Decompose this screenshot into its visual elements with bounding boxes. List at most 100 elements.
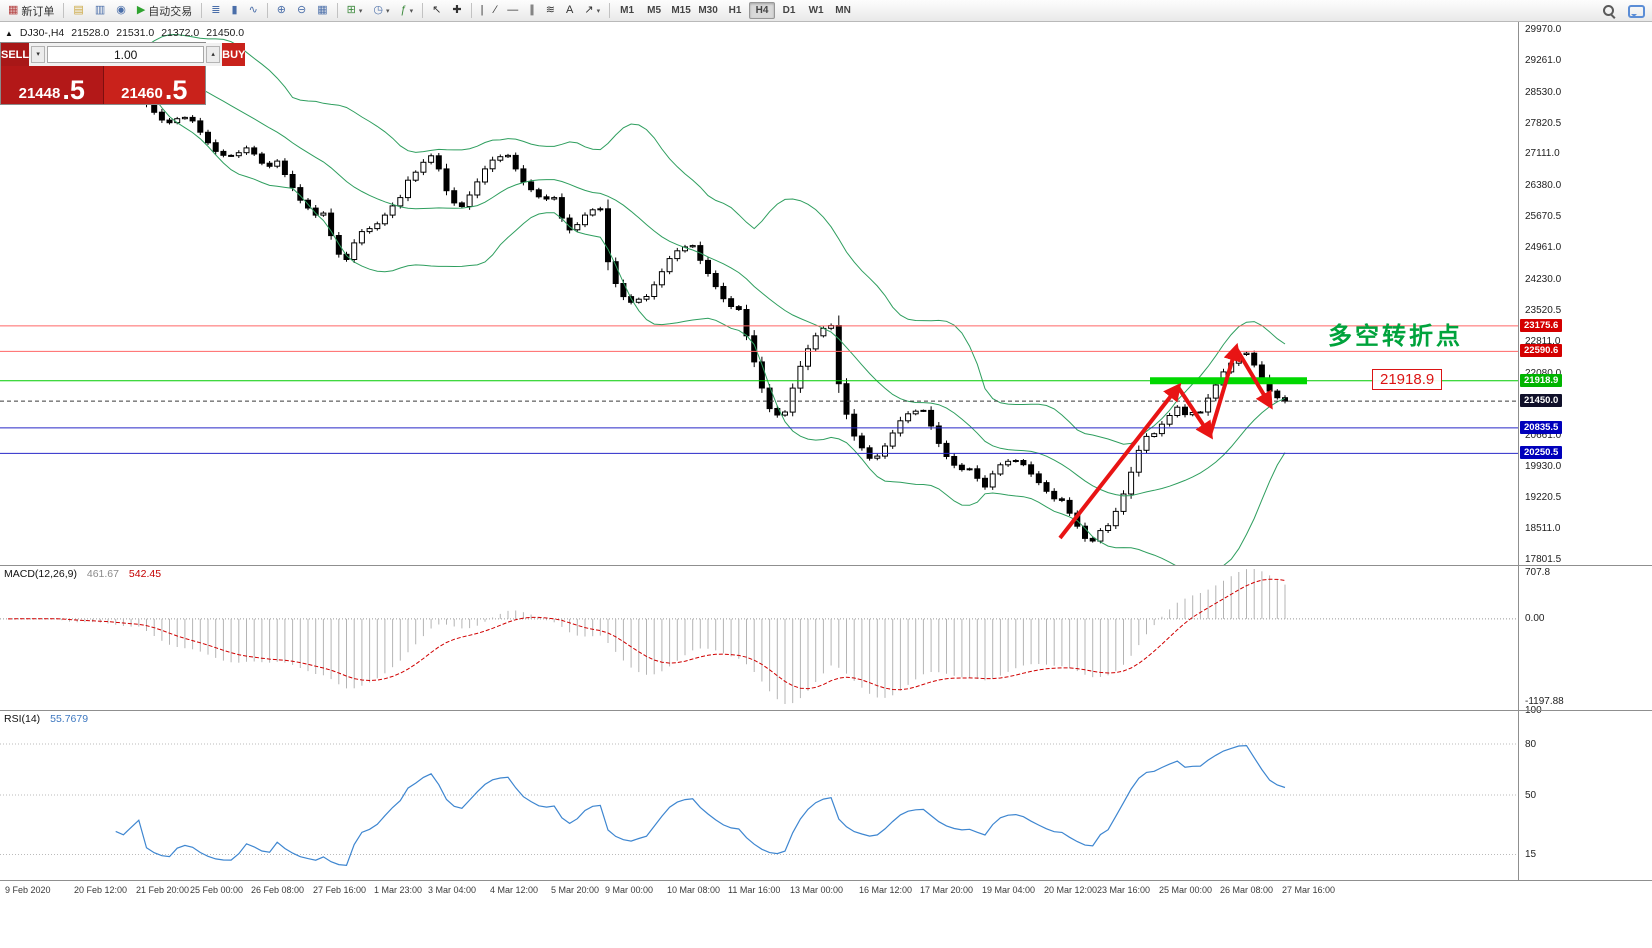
time-axis-label: 25 Feb 00:00	[190, 885, 244, 895]
time-axis-label: 9 Mar 00:00	[605, 885, 654, 895]
new-chart-button[interactable]: ⊞ ▾	[342, 2, 368, 20]
buy-button[interactable]: BUY	[222, 43, 246, 66]
rsi-axis-label: 50	[1525, 790, 1537, 801]
volume-input[interactable]	[47, 46, 205, 63]
timeframe-mn-button[interactable]: MN	[830, 2, 856, 19]
candlestick-chart-button[interactable]: ▮	[227, 2, 243, 20]
rsi-panel[interactable]: RSI(14) 55.7679	[0, 710, 1518, 880]
time-axis-label: 3 Mar 04:00	[428, 885, 477, 895]
sell-price-fraction: .5	[62, 75, 85, 105]
time-axis-label: 4 Mar 12:00	[490, 885, 539, 895]
data-window-button[interactable]: ▥	[90, 2, 110, 20]
macd-axis-label: 0.00	[1525, 613, 1545, 624]
indicators-button[interactable]: ƒ ▾	[396, 2, 419, 20]
macd-panel[interactable]: MACD(12,26,9) 461.67 542.45	[0, 565, 1518, 710]
price-axis-label: 18511.0	[1525, 523, 1561, 534]
macd-histogram	[15, 569, 1286, 704]
timeframe-w1-button[interactable]: W1	[803, 2, 829, 19]
macd-signal-line	[7, 578, 1286, 691]
timeframe-d1-button[interactable]: D1	[776, 2, 802, 19]
toolbar-separator	[422, 3, 424, 18]
zoom-out-icon: ⊖	[297, 4, 307, 16]
horizontal-line-icon: ―	[507, 4, 519, 16]
timeframe-h4-button[interactable]: H4	[749, 2, 776, 19]
rsi-chart[interactable]	[0, 710, 1518, 880]
macd-main-value: 461.67	[86, 568, 119, 580]
price-axis-label: 20661.0	[1525, 430, 1562, 441]
time-axis-label: 26 Mar 08:00	[1220, 885, 1274, 895]
time-axis[interactable]: 9 Feb 2020 20 Feb 12:00 21 Feb 20:00 25 Feb…	[0, 880, 1652, 900]
buy-price[interactable]: 21460 .5	[103, 66, 205, 104]
support-price-callout[interactable]: 21918.9	[1372, 369, 1443, 390]
bar-chart-button[interactable]: ≣	[206, 2, 225, 20]
rsi-line	[115, 744, 1286, 866]
channel-button[interactable]: ∥	[524, 2, 540, 20]
rsi-label: RSI(14) 55.7679	[4, 713, 88, 725]
bb-upper-band	[7, 34, 1286, 445]
trend-arrow-3[interactable]	[1208, 342, 1242, 436]
market-watch-button[interactable]: ▤	[68, 2, 88, 20]
symbol-name: DJ30-,H4	[19, 27, 65, 39]
rsi-value: 55.7679	[50, 713, 89, 725]
horizontal-line-button[interactable]: ―	[502, 2, 523, 20]
timeframe-m1-button[interactable]: M1	[614, 2, 640, 19]
panel-separator[interactable]	[0, 565, 1652, 566]
chevron-down-icon: ▾	[358, 7, 363, 15]
time-axis-label: 20 Feb 12:00	[74, 885, 128, 895]
bb-middle-band	[7, 56, 1286, 497]
search-icon[interactable]	[1602, 4, 1616, 18]
sound-button[interactable]: ◉	[111, 2, 131, 20]
turning-point-annotation[interactable]: 多空转折点	[1328, 323, 1463, 350]
volume-decrease-button[interactable]: ▾	[31, 46, 46, 63]
profiles-icon: ◷	[373, 4, 383, 16]
sell-button[interactable]: SELL	[1, 43, 30, 66]
time-axis-label: 1 Mar 23:00	[374, 885, 423, 895]
bar-chart-icon: ≣	[211, 4, 221, 16]
timeframe-m30-button[interactable]: M30	[695, 2, 721, 19]
crosshair-button[interactable]: ✚	[447, 2, 466, 20]
price-axis[interactable]: 29970.0 29261.0 28530.0 27820.5 27111.0 26380…	[1518, 22, 1652, 880]
panel-separator[interactable]	[0, 710, 1652, 711]
trend-arrow-2[interactable]	[1176, 385, 1213, 440]
price-axis-label: 27111.0	[1525, 148, 1560, 159]
time-axis-label: 9 Feb 2020	[5, 885, 51, 895]
zoom-in-icon: ⊕	[276, 4, 287, 16]
price-axis-label: 26380.0	[1525, 180, 1562, 191]
vertical-line-button[interactable]: |	[476, 2, 489, 20]
tile-windows-button[interactable]: ▦	[312, 2, 332, 20]
arrows-button[interactable]: ↗ ▾	[579, 2, 605, 20]
bar-low-value: 21372.0	[161, 27, 200, 39]
sell-price[interactable]: 21448 .5	[1, 66, 104, 104]
auto-trading-button[interactable]: ▶ 自动交易	[132, 2, 197, 20]
chat-icon[interactable]	[1628, 4, 1645, 18]
trend-arrow-1[interactable]	[1058, 382, 1182, 540]
macd-chart[interactable]	[0, 565, 1518, 710]
tick-direction-icon: ▲	[5, 28, 13, 38]
trendline-button[interactable]: ∕	[489, 2, 501, 20]
new-chart-icon: ⊞	[346, 4, 356, 16]
zoom-out-button[interactable]: ⊖	[292, 2, 311, 20]
new-order-button[interactable]: ▦ 新订单	[3, 2, 59, 20]
profiles-button[interactable]: ◷ ▾	[368, 2, 394, 20]
arrows-icon: ↗	[584, 4, 594, 16]
time-axis-label: 5 Mar 20:00	[551, 885, 600, 895]
toolbar-separator	[470, 3, 472, 18]
timeframe-m15-button[interactable]: M15	[668, 2, 694, 19]
toolbar-separator	[63, 3, 65, 18]
price-chart[interactable]	[0, 22, 1518, 565]
fibonacci-button[interactable]: ≋	[541, 2, 560, 20]
price-axis-label: 24230.0	[1525, 274, 1562, 285]
price-axis-label: 22811.0	[1525, 336, 1561, 347]
timeframe-m5-button[interactable]: M5	[641, 2, 667, 19]
price-axis-label: 17801.5	[1525, 554, 1562, 565]
text-button[interactable]: A	[561, 2, 578, 20]
zoom-in-button[interactable]: ⊕	[272, 2, 291, 20]
price-axis-label: 25670.5	[1525, 211, 1562, 222]
cursor-button[interactable]: ↖	[427, 2, 446, 20]
volume-increase-button[interactable]: ▴	[206, 46, 221, 63]
trend-arrow-4[interactable]	[1234, 346, 1273, 410]
main-chart-panel[interactable]: ▲ DJ30-,H4 21528.0 21531.0 21372.0 21450…	[0, 22, 1518, 565]
timeframe-h1-button[interactable]: H1	[722, 2, 748, 19]
line-chart-button[interactable]: ∿	[244, 2, 263, 20]
